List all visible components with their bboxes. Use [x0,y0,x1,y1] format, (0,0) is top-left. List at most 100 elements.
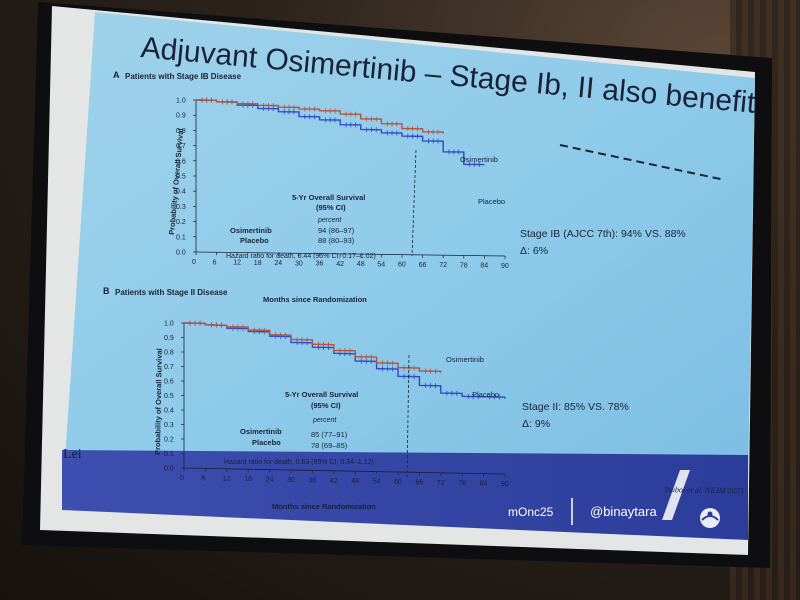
y-tick-label: 0.3 [164,422,174,429]
x-tick-label: 66 [419,262,427,269]
panel-b-delta: Δ: 9% [522,418,550,430]
panel-a-letter: A [113,70,120,80]
panel-b-osimertinib-row: Osimertinib [240,427,282,436]
panel-a: A Patients with Stage IB Disease Probabi… [113,70,686,304]
panel-a-axes: 1.0 0.9 0.8 0.7 0.6 0.5 0.4 0.3 0.2 0.1 0.0 0 6 12 18 2… [176,98,509,271]
panel-a-table-title: 5-Yr Overall Survival [292,193,365,202]
y-tick-label: 0.1 [176,234,186,241]
footer-stripe [662,470,690,520]
x-tick-label: 84 [480,481,488,488]
x-tick-label: 78 [458,480,466,487]
panel-a-placebo-value: 88 (80–93) [318,236,355,245]
x-tick-label: 48 [357,261,365,268]
y-tick-label: 0.9 [164,335,174,342]
y-tick-label: 0.7 [176,143,186,150]
x-tick-label: 0 [180,475,184,482]
x-tick-label: 24 [274,260,282,267]
y-tick-label: 0.1 [164,451,174,458]
x-axis-line [183,467,506,475]
panel-a-osimertinib-label: Osimertinib [460,155,498,164]
panel-b-heading: Patients with Stage II Disease [115,288,228,297]
x-tick-label: 78 [460,262,468,269]
panel-b-table-unit: percent [312,417,337,424]
x-tick-label: 72 [437,480,445,487]
x-tick-label: 24 [266,477,274,484]
panel-a-placebo-label: Placebo [478,197,505,206]
y-tick-label: 0.8 [164,350,174,357]
x-tick-label: 60 [394,479,402,486]
y-tick-label: 0.3 [176,204,186,211]
panel-b-axes: 1.0 0.9 0.8 0.7 0.6 0.5 0.4 0.3 0.2 0.1 0.0 0 6 12 18 2… [164,321,509,489]
slide-footer-bar [62,450,748,540]
osimertinib-survival-curve [195,99,444,134]
panel-b-letter: B [103,286,110,296]
panel-a-summary: Stage IB (AJCC 7th): 94% VS. 88% [520,228,686,240]
panel-b-placebo-value: 78 (69–85) [311,441,348,450]
y-tick-label: 0.6 [164,379,174,386]
x-tick-label: 48 [351,478,359,485]
panel-b-x-axis-label: Months since Randomization [272,502,376,511]
left-edge-text: Lei [63,447,82,462]
x-tick-label: 6 [201,475,205,482]
y-tick-label: 0.9 [176,113,186,120]
panel-b-table-ci: (95% CI) [311,401,341,410]
panel-b-placebo-row: Placebo [252,438,281,447]
osimertinib-survival-curve [183,322,442,373]
panel-a-table-unit: percent [317,217,342,224]
x-tick-label: 30 [287,477,295,484]
panel-b: B Patients with Stage II Disease Probabi… [103,286,629,511]
y-tick-label: 1.0 [164,321,174,328]
panel-b-table-title: 5-Yr Overall Survival [285,390,358,399]
panel-b-osimertinib-label: Osimertinib [446,355,484,364]
y-tick-label: 0.4 [164,408,174,415]
citation: Tsuboi et al. NEJM 2023 [664,485,744,495]
panel-a-curves [195,97,485,167]
x-tick-label: 42 [330,478,338,485]
panel-b-hazard-ratio: Hazard ratio for death, 0.63 (95% CI, 0.… [224,459,374,466]
panel-b-y-axis-label: Probability of Overall Survival [153,348,164,455]
x-tick-label: 18 [244,476,252,483]
y-tick-label: 0.5 [164,393,174,400]
panel-a-placebo-row: Placebo [240,236,269,245]
panel-a-heading: Patients with Stage IB Disease [125,72,242,81]
panel-a-hazard-ratio: Hazard ratio for death, 0.44 (95% CI, 0.… [226,253,376,260]
x-tick-label: 30 [295,260,303,267]
footer-logo-icon [700,508,720,528]
x-tick-label: 18 [254,260,262,267]
x-tick-label: 36 [308,477,316,484]
x-tick-label: 84 [480,263,488,270]
y-tick-label: 1.0 [176,98,186,105]
x-tick-label: 0 [192,259,196,266]
panel-a-delta: Δ: 6% [520,245,548,257]
x-tick-label: 12 [233,260,241,267]
panel-b-curves [183,320,506,400]
y-tick-label: 0.0 [176,250,186,257]
x-tick-label: 42 [336,261,344,268]
panel-b-osimertinib-value: 85 (77–91) [311,430,348,439]
panel-b-placebo-label: Placebo [472,390,499,399]
x-axis-line [195,251,506,257]
panel-a-60-month-marker [411,149,417,257]
panel-b-60-month-marker [406,354,410,478]
panel-a-table-ci: (95% CI) [316,203,346,212]
x-tick-label: 54 [377,261,385,268]
y-tick-label: 0.4 [176,189,186,196]
x-tick-label: 36 [316,261,324,268]
panel-a-osimertinib-value: 94 (86–97) [318,226,355,235]
title-dash-line [559,144,726,181]
y-tick-label: 0.0 [164,466,174,473]
x-tick-label: 66 [415,479,423,486]
x-tick-label: 90 [501,263,509,270]
y-tick-label: 0.7 [164,364,174,371]
x-tick-label: 60 [398,262,406,269]
x-tick-label: 54 [373,479,381,486]
slide-background [62,12,755,505]
y-tick-label: 0.8 [176,128,186,135]
y-tick-label: 0.6 [176,158,186,165]
x-tick-label: 90 [501,481,509,488]
panel-a-osimertinib-row: Osimertinib [230,226,272,235]
y-tick-label: 0.2 [176,219,186,226]
x-tick-label: 12 [223,476,231,483]
footer-hashtag: mOnc25 [508,505,554,519]
